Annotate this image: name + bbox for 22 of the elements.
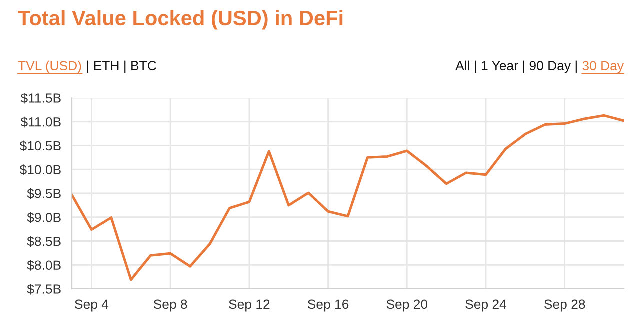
y-tick-label: $9.5B — [27, 188, 61, 200]
x-tick-label: Sep 24 — [466, 300, 507, 312]
line-series — [72, 114, 624, 282]
y-tick-label: $7.5B — [27, 284, 61, 295]
text: | ETH | BTC — [87, 60, 156, 74]
y-tick-label: $10.0B — [20, 164, 61, 176]
y-tick-label: $8.0B — [27, 260, 61, 271]
text: All | 1 Year | 90 Day | — [456, 60, 577, 74]
y-tick-label: $11.0B — [20, 116, 61, 128]
x-tick-label: Sep 8 — [154, 300, 188, 312]
y-tick-label: $11.5B — [20, 93, 61, 104]
y-tick-label: $8.5B — [27, 236, 61, 247]
text: TVL (USD) — [18, 60, 82, 74]
x-tick-label: Sep 4 — [75, 300, 109, 312]
x-tick-label: Sep 28 — [544, 300, 586, 312]
x-tick-label: Sep 16 — [308, 300, 349, 312]
x-tick-label: Sep 12 — [229, 300, 270, 312]
chart-title: Total Value Locked (USD) in DeFi — [18, 10, 343, 30]
y-tick-label: $10.5B — [20, 140, 61, 152]
y-tick-label: $9.0B — [27, 212, 61, 224]
x-tick-label: Sep 20 — [386, 300, 428, 312]
text: 30 Day — [582, 61, 624, 74]
